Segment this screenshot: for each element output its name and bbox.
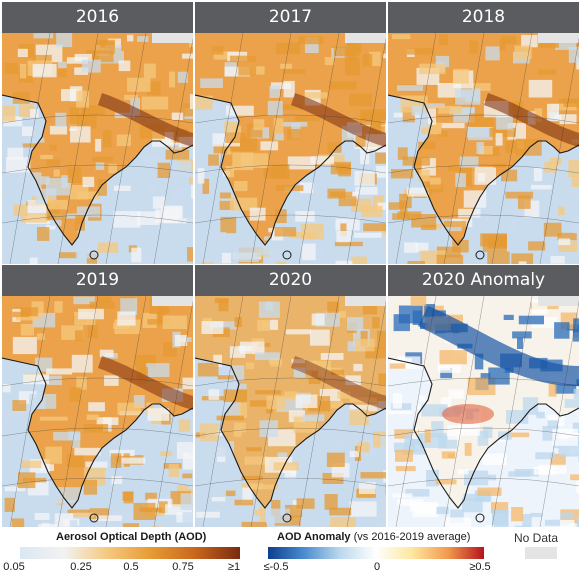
map-panel-2016: 2016 xyxy=(2,2,193,264)
anomaly-tick-label: 0 xyxy=(373,561,381,573)
anomaly-color-scale xyxy=(268,547,484,559)
aod-tick-label: 0.5 xyxy=(123,561,139,573)
panel-title: 2018 xyxy=(388,2,579,33)
anomaly-legend-subtitle: (vs 2016-2019 average) xyxy=(353,531,471,543)
no-data-swatch xyxy=(525,547,557,559)
anomaly-map xyxy=(388,296,579,527)
aod-tick-label: 0.25 xyxy=(70,561,92,573)
map-panel-2020-anomaly: 2020 Anomaly xyxy=(388,265,579,527)
map-panel-2020: 2020 xyxy=(195,265,386,527)
anomaly-tick-label: ≥0.5 xyxy=(469,561,491,573)
panel-title: 2020 Anomaly xyxy=(388,265,579,296)
map-panel-2017: 2017 xyxy=(195,2,386,264)
aod-tick-label: 0.05 xyxy=(3,561,25,573)
map-panel-2018: 2018 xyxy=(388,2,579,264)
panel-title: 2016 xyxy=(2,2,193,33)
aod-map xyxy=(2,296,193,527)
aod-tick-label: ≥1 xyxy=(227,561,241,573)
aod-tick-label: 0.75 xyxy=(172,561,194,573)
anomaly-legend-title-main: AOD Anomaly xyxy=(277,531,351,543)
aod-map xyxy=(195,296,386,527)
panel-title: 2020 xyxy=(195,265,386,296)
aod-map xyxy=(195,33,386,264)
anomaly-legend-title: AOD Anomaly (vs 2016-2019 average) xyxy=(277,531,470,543)
aod-color-scale xyxy=(20,547,240,559)
aod-legend-title: Aerosol Optical Depth (AOD) xyxy=(56,531,207,543)
aod-map xyxy=(388,33,579,264)
panel-title: 2019 xyxy=(2,265,193,296)
no-data-label: No Data xyxy=(514,531,559,545)
map-panel-2019: 2019 xyxy=(2,265,193,527)
panel-title: 2017 xyxy=(195,2,386,33)
aod-map xyxy=(2,33,193,264)
anomaly-tick-label: ≤-0.5 xyxy=(263,561,289,573)
